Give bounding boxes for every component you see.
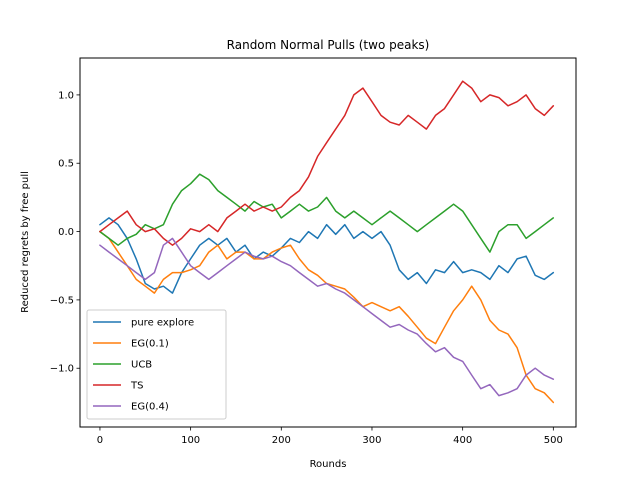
x-axis-label: Rounds xyxy=(310,459,347,470)
y-axis-label: Reduced regrets by free pull xyxy=(20,171,31,313)
legend-label-2: UCB xyxy=(131,360,152,371)
x-tick-label: 200 xyxy=(272,435,291,446)
legend-label-0: pure explore xyxy=(131,318,194,329)
legend-box xyxy=(86,309,227,420)
series-lines xyxy=(99,80,555,404)
x-tick-label: 100 xyxy=(181,435,200,446)
series-line-0 xyxy=(99,217,555,294)
x-axis-ticks: 0 100 200 300 400 500 xyxy=(97,427,563,446)
y-axis-ticks: −1.0 −0.5 0.0 0.5 1.0 xyxy=(50,90,80,375)
legend: pure explore EG(0.1) UCB TS EG(0.4) xyxy=(86,309,227,420)
y-tick-label: −1.0 xyxy=(50,364,74,375)
y-tick-label: 0.5 xyxy=(58,159,74,170)
x-tick-label: 400 xyxy=(453,435,472,446)
legend-label-3: TS xyxy=(130,381,143,392)
legend-label-1: EG(0.1) xyxy=(131,339,169,350)
y-tick-label: −0.5 xyxy=(50,295,74,306)
y-tick-label: 0.0 xyxy=(58,227,74,238)
axes-frame xyxy=(79,57,577,428)
series-line-2 xyxy=(99,173,555,253)
x-tick-label: 500 xyxy=(544,435,563,446)
series-line-4 xyxy=(99,237,555,397)
chart-title: Random Normal Pulls (two peaks) xyxy=(227,38,430,52)
y-tick-label: 1.0 xyxy=(58,90,74,101)
x-tick-label: 0 xyxy=(97,435,103,446)
legend-label-4: EG(0.4) xyxy=(131,402,169,413)
x-tick-label: 300 xyxy=(362,435,381,446)
